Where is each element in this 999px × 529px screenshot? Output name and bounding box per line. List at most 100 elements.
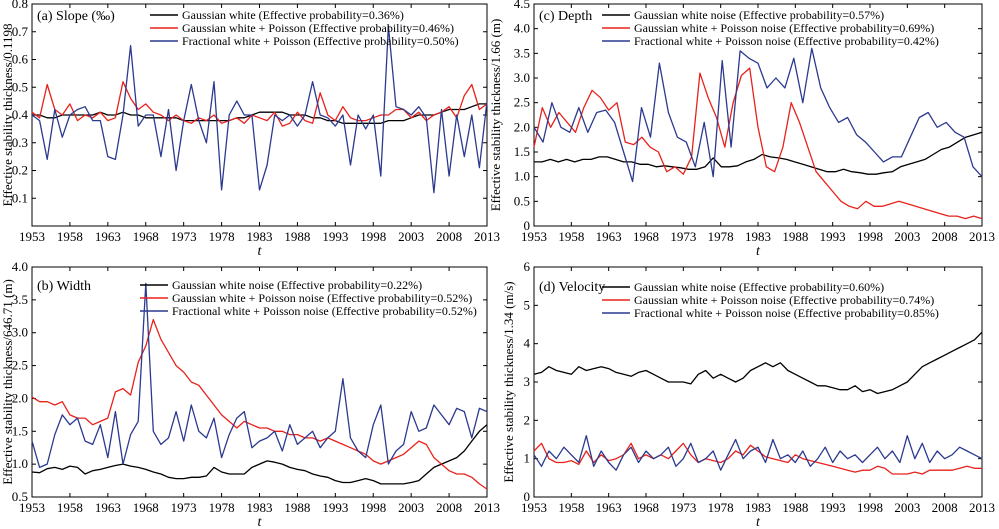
legend-label: Gaussian white noise (Effective probabil… xyxy=(634,280,884,294)
y-tick-label: 0.7 xyxy=(12,24,29,39)
x-tick-label: 1968 xyxy=(133,229,159,244)
x-tick-label: 1988 xyxy=(782,229,808,244)
legend: Gaussian white (Effective probability=0.… xyxy=(150,8,459,48)
x-tick-label: 2008 xyxy=(436,500,462,515)
y-tick-label: 3 xyxy=(524,374,531,389)
x-tick-label: 1953 xyxy=(19,229,45,244)
legend-label: Gaussian white (Effective probability=0.… xyxy=(182,8,404,22)
y-tick-label: 0 xyxy=(524,489,531,504)
legend-label: Fractional white + Poisson noise (Effect… xyxy=(634,306,939,320)
y-tick-label: 1.0 xyxy=(12,456,28,471)
y-tick-label: 2.5 xyxy=(514,95,530,110)
y-tick-label: 1.5 xyxy=(514,144,530,159)
panel-title: (d) Velocity xyxy=(539,280,605,295)
y-tick-label: 3.0 xyxy=(12,325,28,340)
x-axis-label: t xyxy=(756,244,761,259)
y-tick-label: 0.3 xyxy=(12,135,28,150)
x-tick-label: 1953 xyxy=(521,229,547,244)
y-axis-label: Effective stability thickness/0.1198 xyxy=(0,23,15,206)
y-tick-label: 2 xyxy=(524,412,531,427)
x-tick-label: 2003 xyxy=(894,229,920,244)
x-tick-label: 1983 xyxy=(247,500,273,515)
y-axis-label: Effective stability thickness/646.71 (m) xyxy=(0,279,15,485)
y-tick-label: 0 xyxy=(524,218,531,233)
legend-label: Gaussian white + Poisson noise (Effectiv… xyxy=(172,291,472,305)
x-tick-label: 1973 xyxy=(171,229,197,244)
x-tick-label: 1983 xyxy=(745,500,771,515)
x-tick-label: 1963 xyxy=(95,229,121,244)
x-tick-label: 1963 xyxy=(596,500,622,515)
y-tick-label: 0.5 xyxy=(514,193,530,208)
legend-label: Gaussian white + Poisson noise (Effectiv… xyxy=(634,21,934,35)
y-axis-label: Effective stability thickness/1.66 (m) xyxy=(488,19,503,212)
y-tick-label: 3.5 xyxy=(514,45,530,60)
x-tick-label: 1993 xyxy=(820,229,846,244)
series-line-1 xyxy=(31,424,488,485)
x-tick-label: 1953 xyxy=(19,500,45,515)
x-tick-label: 1998 xyxy=(360,500,386,515)
x-tick-label: 2008 xyxy=(436,229,462,244)
y-tick-label: 6 xyxy=(524,259,531,274)
x-tick-label: 1978 xyxy=(708,229,734,244)
series-line-3 xyxy=(533,435,983,471)
x-tick-label: 1968 xyxy=(133,500,159,515)
x-axis-label: t xyxy=(258,244,263,259)
y-tick-label: 0.1 xyxy=(12,190,28,205)
x-tick-label: 2003 xyxy=(398,229,424,244)
x-tick-label: 1958 xyxy=(558,229,584,244)
x-tick-label: 1988 xyxy=(284,500,310,515)
panel-title: (c) Depth xyxy=(539,9,592,24)
y-tick-label: 1 xyxy=(524,451,531,466)
y-tick-label: 4.5 xyxy=(514,0,530,11)
y-axis-label: Effective stability thickness/1.34 (m/s) xyxy=(501,281,516,482)
series-line-2 xyxy=(31,318,488,490)
y-tick-label: 0.5 xyxy=(12,489,28,504)
x-tick-label: 1978 xyxy=(209,500,235,515)
x-tick-label: 1998 xyxy=(857,500,883,515)
legend-label: Fractional white + Poisson (Effective pr… xyxy=(182,34,459,48)
series-line-3 xyxy=(31,25,488,194)
legend-label: Gaussian white + Poisson noise (Effectiv… xyxy=(634,293,934,307)
chart-panel-1: 0.1 0.2 0.3 0.4 0.5 0.6 0.7 0.8 1953 1958 1963 1968… xyxy=(0,0,500,259)
series-line-3 xyxy=(533,47,983,183)
chart-panel-2: 0.5 1.0 1.5 2.0 2.5 3.0 3.5 4.0 1953 1958 1963 1968… xyxy=(0,259,500,529)
y-tick-label: 0.4 xyxy=(12,107,29,122)
y-tick-label: 4.0 xyxy=(12,259,28,274)
panel-title: (b) Width xyxy=(37,279,91,294)
x-tick-label: 1993 xyxy=(322,229,348,244)
x-tick-label: 1983 xyxy=(247,229,273,244)
x-tick-label: 2008 xyxy=(932,500,958,515)
series-line-1 xyxy=(534,131,983,175)
y-tick-label: 0.5 xyxy=(12,79,28,94)
x-tick-label: 1973 xyxy=(171,500,197,515)
x-tick-label: 2013 xyxy=(474,229,500,244)
y-tick-label: 1.5 xyxy=(12,423,28,438)
x-tick-label: 1988 xyxy=(284,229,310,244)
x-tick-label: 2013 xyxy=(474,500,500,515)
x-tick-label: 1963 xyxy=(95,500,121,515)
y-tick-label: 2.0 xyxy=(514,119,530,134)
x-tick-label: 1963 xyxy=(596,229,622,244)
series-line-1 xyxy=(533,331,983,395)
x-tick-label: 1978 xyxy=(209,229,235,244)
series-line-3 xyxy=(31,282,488,469)
y-tick-label: 3.5 xyxy=(12,292,28,307)
x-tick-label: 1958 xyxy=(558,500,584,515)
legend: Gaussian white noise (Effective probabil… xyxy=(602,280,939,320)
legend-label: Fractional white + Poisson noise (Effect… xyxy=(634,34,939,48)
x-tick-label: 2008 xyxy=(932,229,958,244)
legend-label: Gaussian white + Poisson (Effective prob… xyxy=(182,21,454,35)
x-tick-label: 1978 xyxy=(708,500,734,515)
chart-panel-4: 0 1 2 3 4 5 6 1953 1958 1963 1968 1973 1978 1983 1988 1… xyxy=(501,259,995,529)
x-tick-label: 1988 xyxy=(782,500,808,515)
legend-label: Gaussian white noise (Effective probabil… xyxy=(172,278,422,292)
x-axis-label: t xyxy=(756,515,761,529)
y-tick-label: 0.6 xyxy=(12,52,29,67)
y-tick-label: 4.0 xyxy=(514,21,530,36)
x-tick-label: 2003 xyxy=(894,500,920,515)
y-tick-label: 1.0 xyxy=(514,169,530,184)
y-tick-label: 0.8 xyxy=(12,0,28,11)
series-line-2 xyxy=(533,442,982,475)
x-axis-label: t xyxy=(258,515,263,529)
